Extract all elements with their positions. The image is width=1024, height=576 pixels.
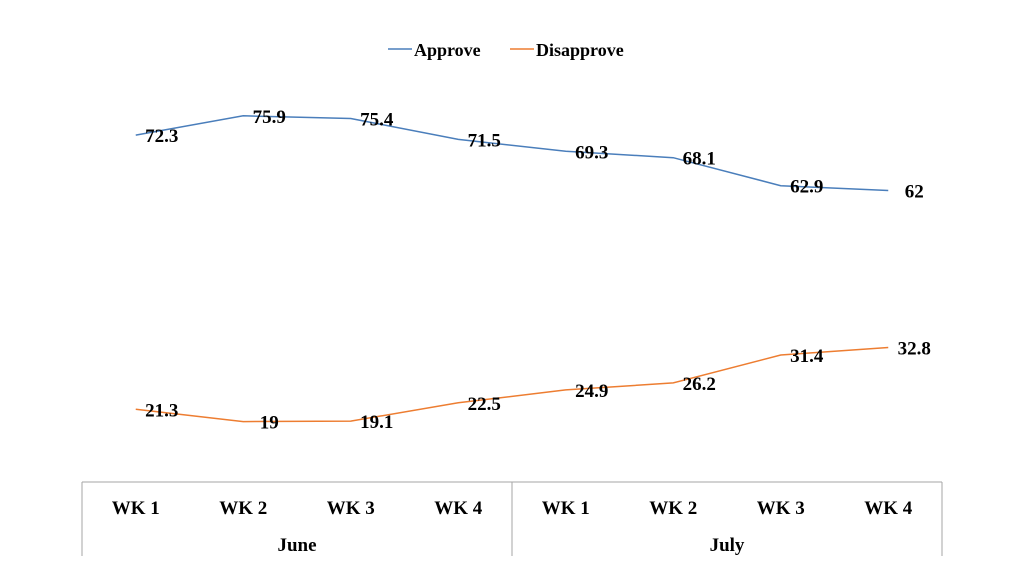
legend-label-1: Disapprove bbox=[536, 40, 624, 60]
category-axis-table: WK 1 WK 2 WK 3 WK 4 WK 1 WK 2 WK 3 WK 4 June July bbox=[81, 481, 943, 556]
x-tick-label-7: WK 4 bbox=[864, 498, 913, 519]
data-label-1-3: 22.5 bbox=[468, 394, 501, 415]
data-labels: 72.3 75.9 75.4 71.5 69.3 68.1 62.9 62 21.3 19 19.1… bbox=[145, 107, 931, 434]
data-label-0-5: 68.1 bbox=[683, 149, 716, 170]
legend: Approve Disapprove bbox=[388, 40, 624, 60]
group-label-1: July bbox=[710, 535, 745, 556]
data-label-0-7: 62 bbox=[905, 182, 924, 203]
x-tick-label-4: WK 1 bbox=[542, 498, 590, 519]
data-label-1-7: 32.8 bbox=[898, 338, 931, 359]
data-label-1-5: 26.2 bbox=[683, 374, 716, 395]
data-label-0-3: 71.5 bbox=[468, 130, 501, 151]
data-label-1-6: 31.4 bbox=[790, 346, 824, 367]
series-line-1 bbox=[135, 346, 889, 423]
x-tick-label-0: WK 1 bbox=[112, 498, 160, 519]
data-label-0-4: 69.3 bbox=[575, 142, 608, 163]
legend-label-0: Approve bbox=[414, 40, 481, 60]
group-label-0: June bbox=[277, 535, 316, 556]
data-label-0-2: 75.4 bbox=[360, 109, 394, 130]
data-label-0-0: 72.3 bbox=[145, 126, 178, 147]
data-label-0-6: 62.9 bbox=[790, 177, 823, 198]
x-tick-label-5: WK 2 bbox=[649, 498, 697, 519]
x-tick-label-2: WK 3 bbox=[327, 498, 375, 519]
data-label-0-1: 75.9 bbox=[253, 107, 286, 128]
data-label-1-2: 19.1 bbox=[360, 412, 393, 433]
series-line-0 bbox=[135, 115, 889, 192]
series-layer bbox=[135, 115, 889, 423]
data-label-1-4: 24.9 bbox=[575, 381, 608, 402]
x-tick-label-6: WK 3 bbox=[757, 498, 805, 519]
data-label-1-0: 21.3 bbox=[145, 400, 178, 421]
data-label-1-1: 19 bbox=[260, 413, 279, 434]
x-tick-label-1: WK 2 bbox=[219, 498, 267, 519]
x-tick-label-3: WK 4 bbox=[434, 498, 483, 519]
